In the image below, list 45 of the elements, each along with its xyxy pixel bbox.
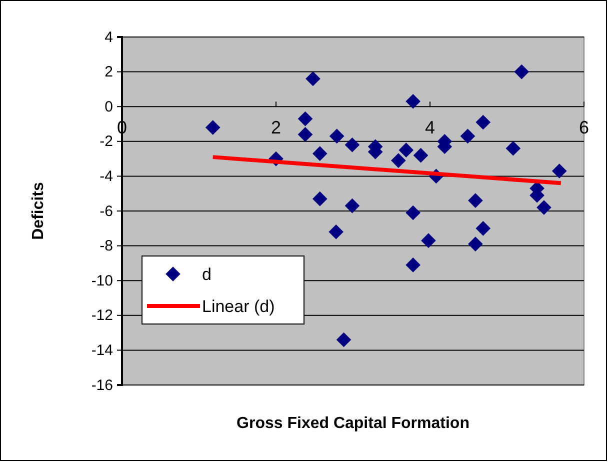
y-tick-label: 0 — [104, 98, 113, 116]
y-tick-label: 2 — [104, 64, 113, 81]
point — [336, 332, 352, 348]
point — [406, 258, 420, 272]
point — [413, 148, 428, 163]
y-tick-label: -2 — [100, 133, 113, 150]
point — [398, 142, 414, 158]
point — [312, 191, 328, 206]
point — [391, 153, 406, 168]
y-tick-label: -10 — [91, 272, 113, 290]
point — [468, 236, 483, 252]
point — [298, 111, 313, 126]
x-tick-label: 4 — [424, 117, 436, 138]
y-axis-title: Deficits — [30, 182, 47, 240]
point — [328, 224, 344, 240]
point — [460, 128, 476, 144]
y-tick-label: -14 — [91, 342, 113, 359]
point — [468, 193, 483, 208]
point — [552, 164, 567, 178]
y-tick-label: -12 — [91, 307, 113, 324]
y-tick-label: -8 — [100, 238, 113, 255]
point — [329, 128, 344, 144]
point — [514, 64, 530, 80]
x-axis-title: Gross Fixed Capital Formation — [236, 415, 470, 432]
point — [298, 127, 313, 142]
point — [476, 114, 491, 130]
point — [344, 137, 360, 152]
point — [406, 205, 420, 220]
legend-label: d — [202, 265, 212, 284]
x-tick-label: 2 — [270, 117, 282, 138]
y-tick-label: -16 — [91, 376, 113, 394]
y-tick-label: 4 — [104, 28, 113, 46]
point — [344, 198, 360, 214]
x-tick-label: 6 — [578, 117, 590, 138]
point — [536, 200, 552, 215]
point — [306, 71, 320, 86]
point — [421, 233, 436, 248]
point — [205, 120, 220, 135]
point — [476, 220, 491, 236]
y-tick-label: -6 — [100, 202, 113, 220]
point — [312, 146, 328, 161]
legend-label: Linear (d) — [202, 297, 275, 316]
y-tick-label: -4 — [100, 168, 113, 185]
point — [406, 94, 420, 109]
point — [506, 140, 521, 156]
